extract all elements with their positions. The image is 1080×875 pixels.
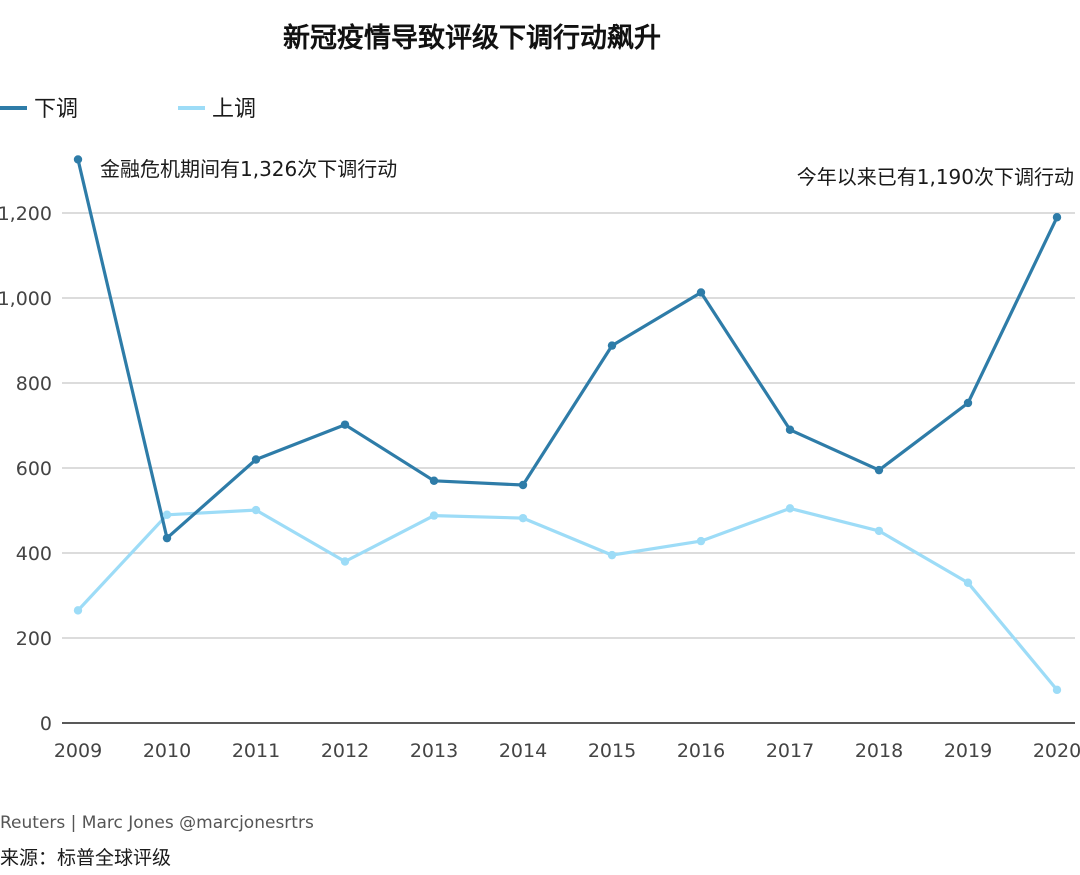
x-tick-label: 2013 bbox=[410, 740, 458, 762]
source-line: 来源：标普全球评级 bbox=[0, 847, 171, 869]
x-tick-label: 2020 bbox=[1033, 740, 1080, 762]
data-point-upgrade bbox=[963, 578, 973, 587]
x-tick-label: 2009 bbox=[54, 740, 102, 762]
x-tick-label: 2015 bbox=[588, 740, 636, 762]
data-point-downgrade bbox=[607, 341, 617, 350]
data-point-upgrade bbox=[162, 510, 172, 519]
legend: 下调 上调 bbox=[0, 97, 256, 122]
data-point-upgrade bbox=[73, 606, 83, 615]
x-tick-label: 2010 bbox=[143, 740, 191, 762]
series-lines bbox=[76, 157, 1059, 692]
x-tick-label: 2014 bbox=[499, 740, 547, 762]
legend-label-downgrade: 下调 bbox=[34, 97, 78, 122]
series-line-upgrade bbox=[76, 506, 1059, 692]
data-point-downgrade bbox=[963, 398, 973, 408]
data-point-downgrade bbox=[251, 455, 261, 464]
y-tick-label: 1,000 bbox=[0, 288, 52, 310]
y-tick-label: 400 bbox=[16, 543, 52, 565]
data-point-downgrade bbox=[518, 480, 528, 490]
series-points bbox=[73, 155, 1062, 695]
x-tick-label: 2016 bbox=[677, 740, 725, 762]
data-point-downgrade bbox=[162, 533, 172, 543]
y-tick-label: 1,200 bbox=[0, 203, 52, 225]
data-point-upgrade bbox=[340, 557, 350, 566]
series-line-downgrade bbox=[76, 157, 1059, 540]
data-point-upgrade bbox=[874, 526, 884, 536]
data-point-downgrade bbox=[340, 420, 350, 429]
data-point-downgrade bbox=[1052, 213, 1062, 222]
gridlines bbox=[62, 212, 1075, 724]
data-point-downgrade bbox=[874, 465, 884, 475]
data-point-upgrade bbox=[785, 504, 795, 513]
x-tick-label: 2011 bbox=[232, 740, 280, 762]
y-tick-label: 600 bbox=[16, 458, 52, 480]
x-tick-label: 2017 bbox=[766, 740, 814, 762]
data-point-upgrade bbox=[429, 511, 439, 520]
y-tick-label: 0 bbox=[40, 713, 52, 735]
data-point-upgrade bbox=[607, 550, 617, 560]
credit-line: Reuters | Marc Jones @marcjonesrtrs bbox=[0, 813, 314, 833]
data-point-upgrade bbox=[696, 536, 706, 546]
y-tick-label: 200 bbox=[16, 628, 52, 650]
legend-label-upgrade: 上调 bbox=[212, 97, 256, 122]
data-point-upgrade bbox=[518, 513, 528, 523]
data-point-downgrade bbox=[785, 425, 795, 434]
data-point-downgrade bbox=[696, 288, 706, 297]
x-axis-ticks: 2009 2010 2011 2012 2013 2014 2015 2016 2017 2018… bbox=[54, 740, 1080, 762]
chart-title: 新冠疫情导致评级下调行动飙升 bbox=[283, 22, 661, 54]
x-tick-label: 2012 bbox=[321, 740, 369, 762]
x-tick-label: 2018 bbox=[855, 740, 903, 762]
data-point-upgrade bbox=[251, 505, 261, 515]
data-point-downgrade bbox=[73, 155, 83, 164]
x-tick-label: 2019 bbox=[944, 740, 992, 762]
data-point-downgrade bbox=[429, 476, 439, 485]
data-point-upgrade bbox=[1052, 685, 1062, 695]
annotation-this-year: 今年以来已有1,190次下调行动 bbox=[797, 165, 1074, 189]
y-tick-label: 800 bbox=[16, 373, 52, 395]
y-axis-ticks: 0 200 400 600 800 1,000 1,200 bbox=[0, 203, 52, 735]
annotation-financial-crisis: 金融危机期间有1,326次下调行动 bbox=[100, 157, 397, 181]
